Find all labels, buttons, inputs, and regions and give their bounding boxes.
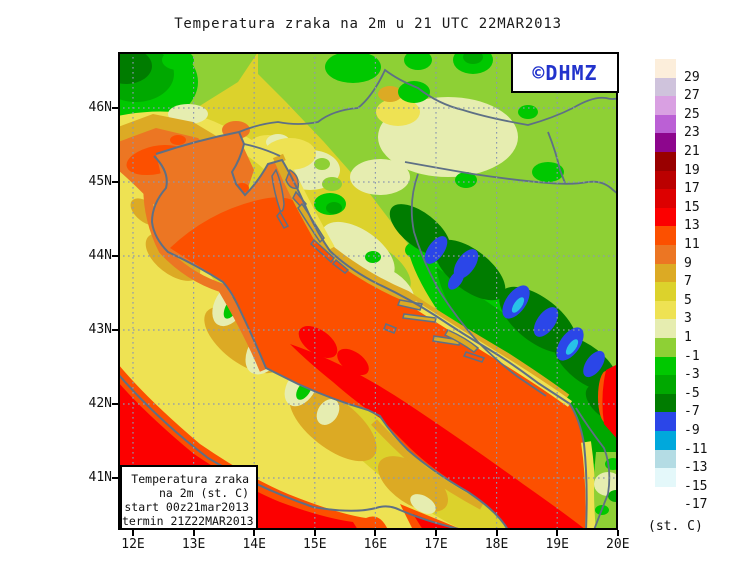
colorbar-level-label: 5 <box>684 292 692 308</box>
colorbar-swatch <box>655 300 676 320</box>
colorbar-swatch <box>655 356 676 376</box>
lon-label: 16E <box>363 537 388 552</box>
colorbar-units: (st. C) <box>648 519 703 534</box>
lat-label: 42N <box>88 396 112 411</box>
colorbar-level-label: -5 <box>684 385 700 401</box>
colorbar-swatch <box>655 189 676 208</box>
colorbar-swatch <box>655 133 676 152</box>
lon-label: 14E <box>242 537 266 552</box>
colorbar-swatch <box>655 226 676 245</box>
colorbar: 29 27 25 23 21 19 17 15 13 11 9 7 5 3 1 -1 -3 -5 -7 -9 -11 -1… <box>655 59 740 529</box>
colorbar-level-label: 17 <box>684 181 700 197</box>
colorbar-swatch <box>655 207 676 227</box>
colorbar-swatch <box>655 449 676 469</box>
lon-label: 13E <box>181 537 206 552</box>
gridlines <box>118 52 618 530</box>
lat-tick <box>112 477 118 479</box>
dhmz-logo-box: ©DHMZ <box>511 52 619 93</box>
colorbar-level-label: 3 <box>684 311 692 327</box>
colorbar-level-label: 23 <box>684 125 700 141</box>
colorbar-level-label: -11 <box>684 441 708 457</box>
colorbar-level-label: -9 <box>684 423 700 438</box>
colorbar-swatch <box>655 393 676 413</box>
colorbar-level-label: -7 <box>684 404 700 420</box>
colorbar-level-label: -17 <box>684 497 708 513</box>
lat-label: 41N <box>88 470 112 485</box>
dhmz-logo-text: ©DHMZ <box>532 60 598 85</box>
country-borders <box>238 68 618 530</box>
lat-label: 43N <box>88 322 112 337</box>
colorbar-swatch <box>655 375 676 394</box>
map-layers <box>118 52 618 530</box>
colorbar-swatch <box>655 114 676 134</box>
info-line: na 2m (st. C) <box>158 486 249 500</box>
colorbar-swatch <box>655 282 676 301</box>
lon-label: 20E <box>606 537 630 552</box>
colorbar-level-label: 7 <box>684 274 692 290</box>
colorbar-swatch <box>655 77 676 97</box>
lat-tick <box>112 329 118 331</box>
info-line: start 00z21mar2013 <box>124 500 249 514</box>
lat-label: 44N <box>88 248 112 263</box>
lon-label: 18E <box>484 537 509 552</box>
temperature-map <box>118 52 618 530</box>
run-info-box: Temperatura zraka na 2m (st. C) start 00z2… <box>120 465 258 530</box>
lat-tick <box>112 107 118 109</box>
colorbar-swatch <box>655 152 676 171</box>
colorbar-level-label: 29 <box>684 69 700 85</box>
info-line: Temperatura zraka <box>131 472 249 486</box>
lon-tick <box>313 530 316 536</box>
lon-tick <box>616 530 619 536</box>
colorbar-level-label: 21 <box>684 144 700 159</box>
colorbar-swatch <box>655 431 676 450</box>
lat-tick <box>112 181 118 183</box>
lon-tick <box>495 530 498 536</box>
map-frame <box>118 52 618 530</box>
colorbar-swatch <box>655 486 676 506</box>
colorbar-swatch <box>655 170 676 190</box>
colorbar-level-label: 13 <box>684 218 700 234</box>
colorbar-swatch <box>655 59 676 78</box>
colorbar-level-label: 11 <box>684 237 700 252</box>
colorbar-swatch <box>655 263 676 283</box>
lon-tick <box>192 530 195 536</box>
lat-tick <box>112 403 118 405</box>
colorbar-swatch <box>655 319 676 338</box>
page-title: Temperatura zraka na 2m u 21 UTC 22MAR20… <box>174 16 562 32</box>
lon-label: 17E <box>424 537 448 552</box>
info-line: termin 21Z22MAR2013 <box>122 514 254 528</box>
colorbar-level-label: -3 <box>684 367 700 383</box>
colorbar-level-label: 25 <box>684 106 700 122</box>
colorbar-level-label: -15 <box>684 478 708 494</box>
lon-label: 19E <box>545 537 569 552</box>
colorbar-swatch <box>655 412 676 431</box>
lon-tick <box>253 530 256 536</box>
lon-tick <box>374 530 377 536</box>
lon-label: 12E <box>121 537 145 552</box>
colorbar-level-label: 19 <box>684 162 700 178</box>
colorbar-level-label: 1 <box>684 330 692 345</box>
lat-label: 45N <box>88 174 112 189</box>
colorbar-level-label: 15 <box>684 199 700 215</box>
lon-label: 15E <box>303 537 327 552</box>
colorbar-swatch <box>655 468 676 487</box>
colorbar-level-label: 9 <box>684 255 692 271</box>
colorbar-level-label: -1 <box>684 348 700 364</box>
colorbar-level-label: 27 <box>684 88 700 104</box>
colorbar-level-label: -13 <box>684 460 708 476</box>
coastlines <box>118 130 588 530</box>
colorbar-swatch <box>655 338 676 357</box>
colorbar-swatch <box>655 245 676 264</box>
lat-label: 46N <box>88 100 112 115</box>
lon-tick <box>556 530 559 536</box>
lon-tick <box>435 530 437 536</box>
lat-tick <box>112 255 118 257</box>
colorbar-swatch <box>655 96 676 115</box>
lon-tick <box>132 530 134 536</box>
